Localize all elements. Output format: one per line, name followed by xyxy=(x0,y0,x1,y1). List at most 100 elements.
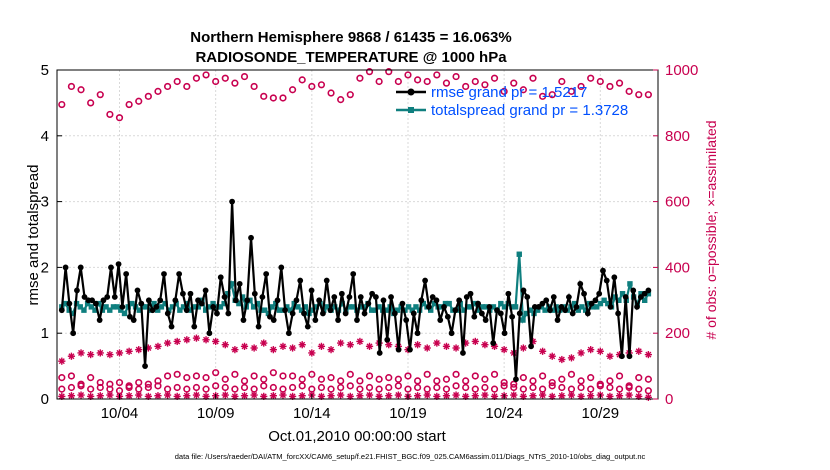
obs-assimilated-point xyxy=(192,334,201,342)
obs-assimilated-point xyxy=(346,392,354,400)
obs-possible-point xyxy=(125,100,133,109)
rmse-point xyxy=(645,287,652,294)
totalspread-point xyxy=(346,304,353,310)
totalspread-point xyxy=(461,307,467,313)
y-tick-label: 3 xyxy=(41,194,49,211)
obs-possible-point xyxy=(298,382,306,390)
totalspread-point xyxy=(166,307,172,313)
rmse-point xyxy=(115,261,122,268)
obs-possible-point xyxy=(519,374,527,382)
rmse-point xyxy=(346,294,353,300)
obs-assimilated-point xyxy=(135,391,143,399)
asterisk-stroke xyxy=(58,358,65,365)
obs-assimilated-point xyxy=(481,341,489,349)
obs-possible-point xyxy=(365,383,374,392)
obs-possible-point xyxy=(106,110,114,119)
rmse-point xyxy=(607,303,614,310)
rmse-point xyxy=(316,297,323,304)
obs-possible-point xyxy=(144,383,152,392)
asterisk-stroke xyxy=(174,393,181,400)
totalspread-point xyxy=(309,307,316,313)
obs-possible-point xyxy=(365,68,374,76)
obs-assimilated-point xyxy=(106,391,114,399)
rmse-point xyxy=(478,310,485,317)
obs-possible-point xyxy=(567,87,576,95)
obs-possible-point xyxy=(587,385,595,393)
obs-possible-point xyxy=(212,382,220,390)
obs-assimilated-point xyxy=(394,391,402,399)
obs-assimilated-point xyxy=(125,392,133,400)
obs-possible-point xyxy=(67,82,76,91)
totalspread-point xyxy=(62,300,69,307)
rmse-point xyxy=(198,300,205,307)
asterisk-stroke xyxy=(549,353,556,360)
totalspread-point xyxy=(409,307,415,313)
asterisk-stroke xyxy=(97,349,104,356)
totalspread-point xyxy=(520,317,526,323)
obs-possible-point xyxy=(529,377,537,385)
rmse-point xyxy=(547,307,553,314)
obs-possible-point xyxy=(221,375,229,383)
obs-assimilated-point xyxy=(548,392,556,400)
rmse-point xyxy=(524,294,531,300)
obs-possible-point xyxy=(269,369,277,377)
obs-possible-point xyxy=(298,375,306,383)
totalspread-point xyxy=(151,300,157,307)
totalspread-point xyxy=(475,307,482,313)
obs-assimilated-point xyxy=(452,391,460,399)
asterisk-stroke xyxy=(87,393,94,400)
asterisk-stroke xyxy=(395,392,402,399)
asterisk-stroke xyxy=(222,392,229,399)
rmse-point xyxy=(70,330,77,337)
obs-possible-point xyxy=(279,94,287,102)
obs-possible-point xyxy=(510,79,518,87)
totalspread-point xyxy=(206,304,213,310)
totalspread-point xyxy=(468,304,475,310)
rmse-point xyxy=(550,294,557,300)
obs-possible-point xyxy=(577,383,585,392)
x-tick-label: 10/19 xyxy=(389,405,427,422)
asterisk-stroke xyxy=(443,343,450,350)
rmse-point xyxy=(630,287,637,294)
asterisk-stroke xyxy=(568,354,575,361)
asterisk-stroke xyxy=(481,392,488,399)
totalspread-point xyxy=(420,300,427,307)
obs-assimilated-point xyxy=(423,391,431,399)
obs-possible-point xyxy=(279,385,287,393)
rmse-point xyxy=(202,287,209,294)
asterisk-stroke xyxy=(558,392,565,399)
obs-possible-point xyxy=(587,374,595,382)
rmse-point xyxy=(236,280,243,287)
asterisk-stroke xyxy=(472,338,479,345)
rmse-point xyxy=(176,271,183,277)
rmse-point xyxy=(460,350,466,356)
rmse-point xyxy=(210,303,217,310)
totalspread-point xyxy=(81,307,87,313)
rmse-point xyxy=(289,310,296,317)
rmse-point xyxy=(214,310,220,317)
obs-possible-point xyxy=(385,68,393,76)
obs-assimilated-point xyxy=(106,350,114,359)
asterisk-stroke xyxy=(453,344,460,352)
totalspread-point xyxy=(155,307,161,313)
totalspread-point xyxy=(269,304,275,310)
x-tick-label: 10/29 xyxy=(582,405,620,422)
rmse-point xyxy=(168,323,175,330)
obs-possible-point xyxy=(385,383,393,392)
obs-assimilated-point xyxy=(77,349,85,357)
rmse-point xyxy=(637,294,644,300)
obs-possible-point xyxy=(288,372,297,380)
obs-possible-point xyxy=(490,74,499,82)
obs-possible-point xyxy=(481,375,489,383)
obs-assimilated-point xyxy=(423,344,431,352)
obs-possible-point xyxy=(375,385,383,393)
obs-possible-point xyxy=(317,81,326,89)
rmse-point xyxy=(596,290,603,297)
obs-possible-point xyxy=(462,82,470,91)
totalspread-point xyxy=(140,304,146,310)
rmse-point xyxy=(172,297,179,304)
rmse-point xyxy=(626,353,633,360)
obs-possible-point xyxy=(635,91,643,99)
asterisk-stroke xyxy=(520,344,527,352)
rmse-point xyxy=(267,313,273,320)
